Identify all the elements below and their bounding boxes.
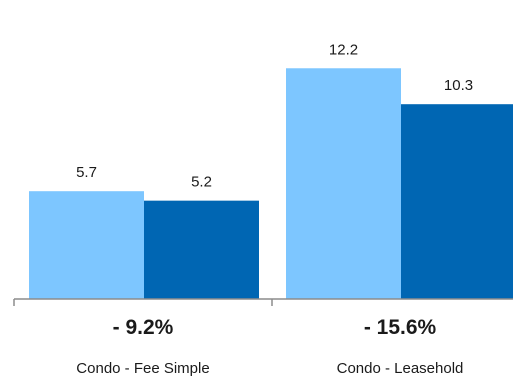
value-label-condo-fee-simple-series-1: 5.7: [76, 164, 97, 181]
category-label-leasehold: Condo - Leasehold: [337, 360, 464, 377]
value-label-condo-leasehold-series-2: 10.3: [444, 77, 473, 94]
value-label-condo-fee-simple-series-2: 5.2: [191, 174, 212, 191]
bar-condo-leasehold-series-1: [286, 68, 401, 300]
bars-group: [29, 68, 513, 300]
bar-condo-fee-simple-series-1: [29, 191, 144, 299]
value-labels-group: 5.7 5.2 12.2 10.3: [76, 41, 473, 190]
category-label-fee-simple: Condo - Fee Simple: [76, 360, 209, 377]
x-axis-ticks: [13, 299, 273, 306]
bar-condo-fee-simple-series-2: [144, 200, 259, 299]
value-label-condo-leasehold-series-1: 12.2: [329, 41, 358, 58]
change-label-leasehold: - 15.6%: [364, 316, 437, 339]
change-label-fee-simple: - 9.2%: [113, 316, 174, 339]
bar-condo-leasehold-series-2: [401, 104, 513, 300]
